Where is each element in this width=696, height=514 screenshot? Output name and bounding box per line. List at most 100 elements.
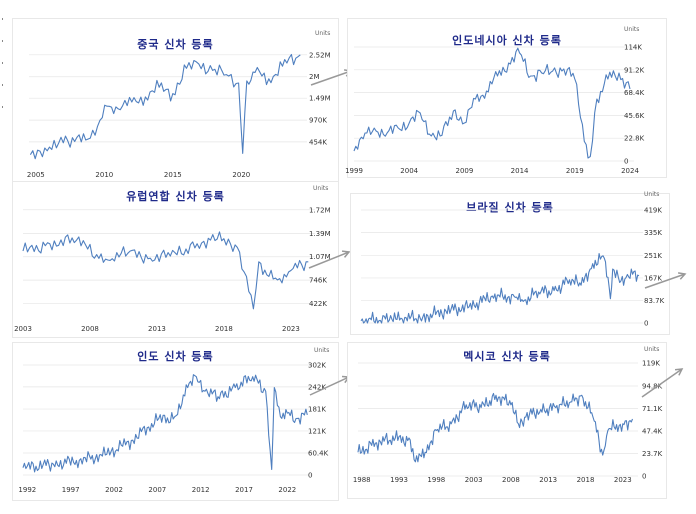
x-tick-label: 2008 [81,325,99,333]
trend-arrow-head [341,250,351,258]
y-tick-label: 23.7K [642,450,663,458]
x-tick-label: 2012 [192,486,210,494]
y-tick-label: 167K [644,274,662,282]
y-tick-label: 422K [309,300,327,308]
x-tick-label: 2007 [148,486,166,494]
x-tick-label: 2003 [465,476,483,484]
margin-mark [2,18,3,20]
y-tick-label: 47.4K [642,427,663,435]
y-tick-label: 242K [308,383,326,391]
mexico-chart-panel: 멕시코 신차 등록 0 23.7K 47.4K 71.1K 94.8K 119K 1988 1… [347,342,684,499]
y-tick-label: 45.6K [624,112,645,120]
x-tick-label: 2020 [232,171,250,179]
x-tick-label: 2014 [511,167,529,175]
series-line [22,374,308,473]
units-label: Units [644,191,659,198]
x-tick-label: 2019 [566,167,584,175]
units-label: Units [644,346,659,353]
units-label: Units [314,347,329,354]
y-tick-label: 454K [309,138,327,146]
margin-mark [2,40,3,42]
x-tick-label: 1988 [353,476,371,484]
eu-chart-panel: 유럽연합 신차 등록 422K 746K 1.07M 1.39M 1.72M 2003 20… [12,181,351,338]
x-tick-label: 2013 [148,325,166,333]
y-tick-label: 114K [624,44,642,52]
x-tick-label: 2024 [621,167,639,175]
x-tick-label: 1999 [345,167,363,175]
x-tick-label: 2022 [278,486,296,494]
y-tick-label: 1.49M [309,95,331,103]
chart-title: 멕시코 신차 등록 [463,350,551,363]
y-tick-label: 1.39M [309,230,331,238]
x-tick-label: 2018 [577,476,595,484]
trend-arrow [309,376,350,396]
units-label: Units [624,26,639,33]
y-tick-label: 302K [308,362,326,370]
trend-arrow-head [674,368,684,376]
y-tick-label: 94.8K [642,382,663,390]
y-tick-label: 181K [308,406,326,414]
x-tick-label: 2008 [502,476,520,484]
series-line [353,47,631,159]
series-line [360,253,640,324]
y-tick-label: 22.8K [624,135,645,143]
x-tick-label: 2009 [455,167,473,175]
y-tick-label: 121K [308,427,326,435]
chart-svg: 454K 970K 1.49M 2M 2.52M 2005 2010 2015 2020 Unit… [27,30,353,179]
brazil-chart-panel: 브라질 신차 등록 0 83.7K 167K 251K 335K 419K Units [350,191,687,335]
series-line [29,53,301,160]
y-tick-label: 1.07M [309,253,331,261]
x-tick-label: 2017 [235,486,253,494]
x-tick-label: 2003 [14,325,32,333]
chart-svg: 0 22.8K 45.6K 68.4K 91.2K 114K 1999 2004 2009 201… [345,26,645,175]
units-label: Units [315,30,330,37]
series-line [22,231,309,310]
series-line [357,392,634,463]
y-tick-label: 68.4K [624,89,645,97]
trend-arrow [644,273,686,289]
chart-svg: 0 60.4K 121K 181K 242K 302K 1992 1997 2002 2007 20… [18,347,351,494]
x-tick-label: 1992 [18,486,36,494]
y-tick-label: 1.72M [309,206,331,214]
y-tick-label: 91.2K [624,66,645,74]
x-tick-label: 2010 [95,171,113,179]
y-tick-label: 0 [644,320,648,328]
trend-arrow [641,368,683,398]
margin-mark [2,106,3,108]
x-tick-label: 2023 [614,476,632,484]
x-tick-label: 1997 [62,486,80,494]
y-tick-label: 60.4K [308,450,329,458]
chart-title: 중국 신차 등록 [137,38,214,51]
x-tick-label: 2013 [539,476,557,484]
y-tick-label: 0 [308,472,312,480]
y-tick-label: 746K [309,277,327,285]
chart-title: 인도네시아 신차 등록 [452,34,562,47]
y-tick-label: 335K [644,229,662,237]
china-chart-panel: 중국 신차 등록 454K 970K 1.49M 2M 2.52M 2005 2010 201… [12,18,353,182]
y-tick-label: 83.7K [644,297,665,305]
y-tick-label: 251K [644,252,662,260]
chart-svg: 422K 746K 1.07M 1.39M 1.72M 2003 2008 2013 2018 2… [14,185,351,333]
trend-arrow-head [677,272,687,280]
y-tick-label: 71.1K [642,405,663,413]
x-tick-label: 2005 [27,171,45,179]
margin-mark [2,84,3,86]
indonesia-chart-panel: 인도네시아 신차 등록 0 22.8K 45.6K 68.4K 91.2K 114K 199… [345,18,667,178]
y-tick-label: 119K [642,360,660,368]
trend-arrow [310,70,352,86]
y-tick-label: 0 [624,158,628,166]
x-tick-label: 1993 [390,476,408,484]
margin-mark [2,62,3,64]
y-tick-label: 970K [309,117,327,125]
chart-title: 브라질 신차 등록 [466,201,554,214]
y-tick-label: 2.52M [309,51,331,59]
trend-arrow [308,251,350,269]
x-tick-label: 2002 [105,486,123,494]
chart-svg: 0 83.7K 167K 251K 335K 419K Units [360,191,687,328]
india-chart-panel: 인도 신차 등록 0 60.4K 121K 181K 242K 302K 1992 1997 2… [12,342,351,501]
x-tick-label: 2018 [215,325,233,333]
y-tick-label: 0 [642,473,646,481]
x-tick-label: 2023 [282,325,300,333]
x-tick-label: 1998 [427,476,445,484]
x-tick-label: 2015 [164,171,182,179]
